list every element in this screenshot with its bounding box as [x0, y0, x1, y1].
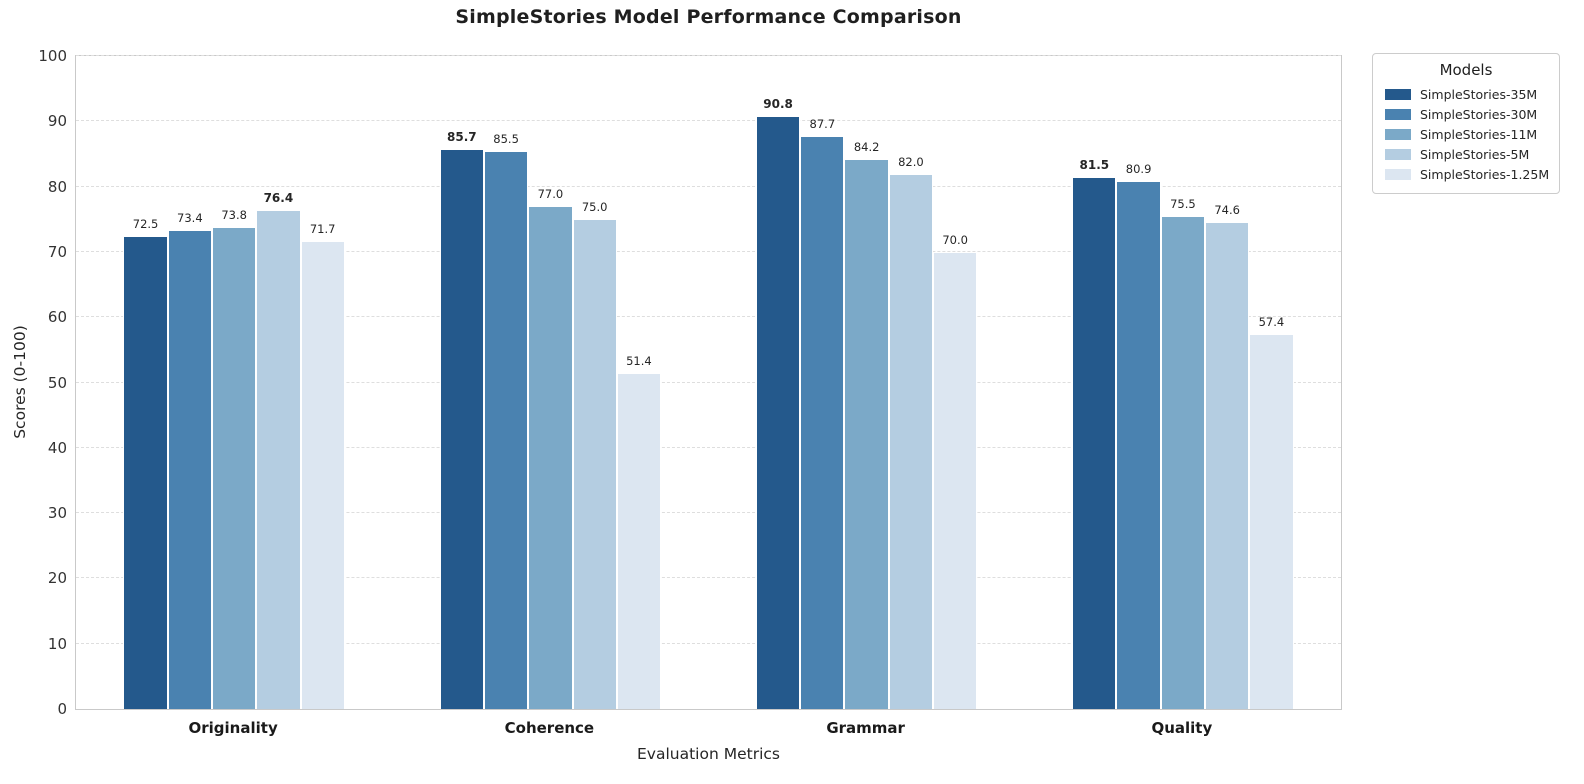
bar-originality-SimpleStories-11M	[211, 227, 257, 709]
bar-coherence-SimpleStories-35M	[439, 149, 484, 709]
legend-item-SimpleStories-11M: SimpleStories-11M	[1373, 124, 1559, 144]
legend-swatch-icon	[1385, 88, 1411, 100]
bar-value-label: 73.4	[177, 210, 203, 225]
ytick-label-10: 10	[47, 634, 67, 653]
gridline-y-60	[76, 316, 1341, 318]
gridline-y-10	[76, 642, 1341, 644]
bar-value-label: 76.4	[263, 191, 294, 206]
bar-originality-SimpleStories-30M	[167, 229, 212, 709]
y-axis-title: Scores (0-100)	[11, 325, 29, 439]
ytick-label-50: 50	[47, 373, 67, 392]
bar-value-label: 85.5	[493, 131, 519, 146]
plot-area: 72.5 73.4 73.8 76.4 71.7 85.7 85.5 77.0 75.0 51.4…	[75, 55, 1342, 710]
legend-item-SimpleStories-1.25M: SimpleStories-1.25M	[1373, 164, 1559, 184]
gridline-y-50	[76, 381, 1341, 383]
bar-grammar-SimpleStories-35M	[755, 116, 801, 709]
bar-quality-SimpleStories-5M	[1205, 221, 1250, 709]
legend-label: SimpleStories-5M	[1420, 146, 1530, 162]
gridline-y-100	[76, 55, 1341, 56]
bar-value-label: 80.9	[1125, 161, 1152, 176]
legend-item-SimpleStories-30M: SimpleStories-30M	[1373, 104, 1559, 124]
bar-value-label: 81.5	[1079, 157, 1110, 172]
bar-value-label: 77.0	[537, 187, 564, 202]
legend-items: SimpleStories-35M SimpleStories-30M Simple…	[1373, 84, 1559, 184]
bar-value-label: 51.4	[626, 354, 652, 369]
bar-originality-SimpleStories-1.25M	[300, 240, 345, 709]
bar-quality-SimpleStories-35M	[1072, 176, 1117, 709]
gridline-y-70	[76, 250, 1341, 252]
ytick-label-100: 100	[38, 47, 67, 65]
gridline-y-90	[76, 120, 1341, 122]
bar-grammar-SimpleStories-11M	[844, 159, 889, 709]
legend-item-SimpleStories-35M: SimpleStories-35M	[1373, 84, 1559, 104]
legend-label: SimpleStories-11M	[1420, 126, 1538, 142]
category-label-grammar: Grammar	[826, 719, 905, 737]
bar-coherence-SimpleStories-5M	[572, 219, 617, 709]
bar-quality-SimpleStories-1.25M	[1249, 334, 1294, 709]
bar-coherence-SimpleStories-1.25M	[616, 373, 662, 709]
legend-swatch-icon	[1385, 128, 1411, 140]
gridline-y-20	[76, 577, 1341, 579]
ytick-label-90: 90	[47, 112, 67, 131]
ytick-label-20: 20	[47, 569, 67, 588]
bar-grammar-SimpleStories-5M	[888, 173, 934, 709]
gridline-y-30	[76, 512, 1341, 514]
bar-grammar-SimpleStories-1.25M	[933, 251, 978, 709]
bar-value-label: 74.6	[1214, 202, 1240, 217]
legend-label: SimpleStories-1.25M	[1420, 166, 1550, 182]
legend-swatch-icon	[1385, 168, 1411, 180]
bar-grammar-SimpleStories-30M	[800, 136, 845, 709]
x-axis-title: Evaluation Metrics	[637, 745, 780, 763]
gridline-y-40	[76, 446, 1341, 448]
bar-value-label: 75.5	[1170, 197, 1196, 211]
ytick-label-60: 60	[47, 308, 67, 327]
bar-value-label: 73.8	[221, 208, 247, 223]
bar-value-label: 57.4	[1258, 315, 1285, 330]
bar-value-label: 75.0	[581, 200, 608, 215]
ytick-label-80: 80	[47, 177, 67, 196]
bar-quality-SimpleStories-30M	[1116, 180, 1161, 709]
legend-swatch-icon	[1385, 108, 1411, 120]
bar-value-label: 72.5	[132, 216, 159, 231]
category-label-coherence: Coherence	[504, 719, 595, 737]
bar-originality-SimpleStories-35M	[123, 235, 168, 709]
category-label-originality: Originality	[188, 719, 278, 737]
ytick-label-0: 0	[57, 700, 67, 718]
ytick-label-40: 40	[47, 438, 67, 457]
bar-value-label: 90.8	[763, 97, 793, 112]
legend-item-SimpleStories-5M: SimpleStories-5M	[1373, 144, 1559, 164]
legend-swatch-icon	[1385, 148, 1411, 160]
ytick-label-30: 30	[47, 504, 67, 523]
bar-value-label: 87.7	[809, 117, 836, 132]
bar-quality-SimpleStories-11M	[1160, 216, 1205, 709]
bar-value-label: 84.2	[853, 140, 880, 155]
legend-box: Models SimpleStories-35M SimpleStories-30…	[1372, 53, 1560, 194]
category-label-quality: Quality	[1151, 719, 1213, 737]
legend-title: Models	[1439, 61, 1493, 79]
chart-title: SimpleStories Model Performance Comparis…	[455, 6, 962, 28]
bar-coherence-SimpleStories-30M	[483, 150, 529, 709]
gridline-y-80	[76, 185, 1341, 187]
bar-value-label: 71.7	[309, 221, 336, 236]
bar-value-label: 85.7	[447, 130, 477, 145]
bar-value-label: 70.0	[942, 232, 968, 247]
ytick-label-70: 70	[47, 242, 67, 261]
legend-label: SimpleStories-30M	[1420, 106, 1538, 122]
bar-value-label: 82.0	[898, 154, 924, 169]
legend-label: SimpleStories-35M	[1420, 86, 1538, 102]
bar-originality-SimpleStories-5M	[256, 210, 301, 709]
bar-coherence-SimpleStories-11M	[528, 206, 573, 709]
